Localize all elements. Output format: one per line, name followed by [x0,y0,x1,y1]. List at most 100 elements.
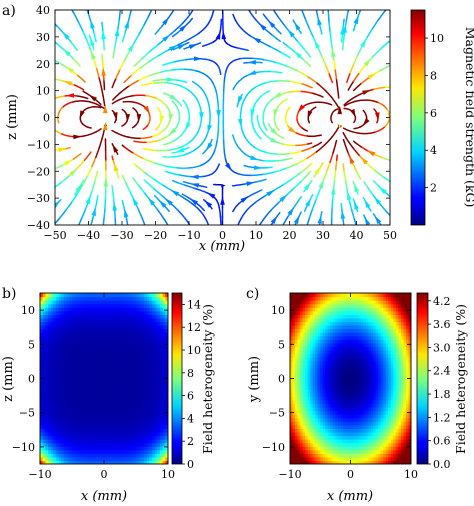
heatmap-cell [365,385,369,390]
heatmap-cell [152,410,156,415]
heatmap-cell [101,399,105,405]
heatmap-cell [133,439,137,444]
heatmap-cell [144,325,148,330]
heatmap-cell [61,456,65,462]
heatmap-cell [305,399,309,405]
heatmap-cell [320,374,324,380]
heatmap-cell [337,325,342,330]
heatmap-cell [300,374,304,380]
heatmap-cell [154,446,158,451]
streamline-segment [111,155,114,161]
heatmap-cell [312,360,316,365]
streamline-segment [288,80,302,85]
heatmap-cell [146,417,150,422]
heatmap-cell [360,371,364,376]
heatmap-cell [312,367,316,372]
heatmap-cell [347,303,352,308]
heatmap-cell [133,385,137,390]
streamline-arrow [307,110,313,120]
heatmap-cell [125,364,129,369]
heatmap-cell [80,339,84,344]
heatmap-cell [90,357,94,362]
heatmap-cell [347,332,352,337]
streamline-segment [87,106,102,109]
heatmap-cell [96,374,100,380]
heatmap-cell [337,374,342,380]
heatmap-cell [295,303,299,308]
heatmap-cell [114,293,118,298]
heatmap-cell [154,317,158,323]
panel-a-colorbar-label: Magnetic field strength (kG) [463,27,474,208]
heatmap-cell [144,346,148,351]
heatmap-cell [365,431,369,437]
heatmap-cell [112,325,116,330]
heatmap-cell [295,310,299,315]
heatmap-cell [48,303,52,308]
heatmap-cell [61,364,65,369]
heatmap-cell [358,300,362,305]
heatmap-cell [141,403,145,408]
streamline-segment [285,65,298,72]
heatmap-cell [337,407,342,412]
heatmap-cell [74,367,78,372]
heatmap-cell [45,424,49,429]
streamline-segment [194,187,207,194]
heatmap-cell [53,392,57,397]
heatmap-cell [353,456,357,462]
heatmap-cell [332,346,336,351]
heatmap-cell [82,382,86,387]
heatmap-cell [330,335,334,340]
heatmap-cell [355,360,359,365]
heatmap-cell [347,335,352,340]
heatmap-cell [101,374,105,380]
heatmap-cell [42,378,46,383]
heatmap-cell [77,364,81,369]
heatmap-cell [85,389,89,394]
heatmap-cell [146,385,150,390]
heatmap-cell [90,449,94,454]
heatmap-cell [101,332,105,337]
heatmap-cell [98,317,102,323]
heatmap-cell [88,307,92,312]
heatmap-cell [292,424,296,429]
heatmap-cell [315,382,319,387]
heatmap-cell [128,328,132,333]
heatmap-cell [114,428,118,433]
heatmap-cell [337,300,342,305]
heatmap-cell [302,360,306,365]
heatmap-cell [98,360,102,365]
heatmap-cell [297,300,301,305]
heatmap-cell [74,317,78,323]
heatmap-cell [72,417,76,422]
heatmap-cell [77,350,81,355]
heatmap-cell [58,431,62,437]
heatmap-cell [120,424,124,429]
heatmap-cell [101,300,105,305]
heatmap-cell [141,392,145,397]
heatmap-cell [154,332,158,337]
heatmap-cell [144,367,148,372]
heatmap-cell [42,303,46,308]
heatmap-cell [330,417,334,422]
heatmap-cell [109,350,113,355]
heatmap-cell [305,382,309,387]
heatmap-cell [88,431,92,437]
heatmap-cell [335,431,339,437]
heatmap-cell [45,325,49,330]
heatmap-cell [157,378,161,383]
heatmap-cell [72,317,76,323]
streamline-arrow [287,207,294,216]
streamline-segment [384,191,390,198]
streamline-segment [349,63,355,74]
heatmap-cell [106,346,110,351]
heatmap-cell [130,353,134,358]
heatmap-cell [133,410,137,415]
heatmap-cell [117,339,121,344]
heatmap-cell [101,350,105,355]
streamline-segment [262,171,277,176]
heatmap-cell [125,332,129,337]
heatmap-cell [315,439,319,444]
heatmap-cell [353,321,357,326]
heatmap-cell [160,439,164,444]
heatmap-cell [322,303,326,308]
